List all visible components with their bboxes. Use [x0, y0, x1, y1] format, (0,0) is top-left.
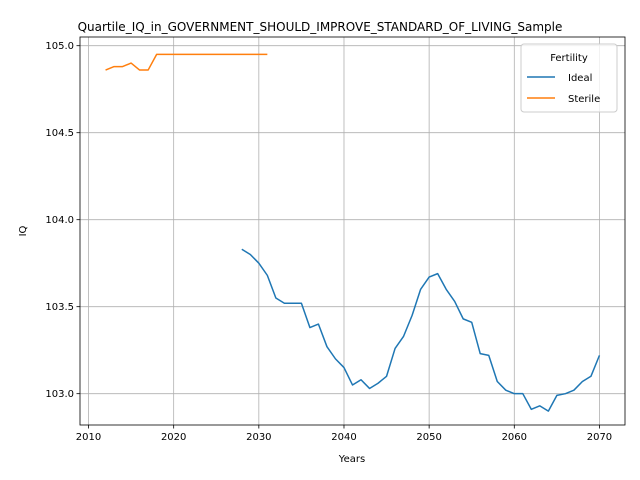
- series-line-sterile: [105, 53, 268, 71]
- series-line-ideal: [241, 248, 601, 412]
- x-tick-label: 2040: [331, 432, 356, 443]
- y-axis-ticks: 103.0 103.5 104.0 104.5 105.0: [45, 41, 80, 400]
- y-axis-label: IQ: [18, 225, 29, 236]
- legend: Fertility Ideal Sterile: [520, 43, 618, 113]
- legend-box: [520, 43, 618, 113]
- chart-title: Quartile_IQ_in_GOVERNMENT_SHOULD_IMPROVE…: [78, 20, 563, 34]
- series-lines: [105, 53, 601, 412]
- legend-label-sterile: Sterile: [568, 94, 600, 105]
- x-tick-label: 2010: [76, 432, 101, 443]
- y-tick-label: 103.0: [45, 389, 74, 400]
- x-tick-label: 2060: [502, 432, 527, 443]
- x-tick-label: 2030: [246, 432, 271, 443]
- y-tick-label: 104.5: [45, 128, 74, 139]
- legend-title: Fertility: [550, 53, 588, 64]
- legend-label-ideal: Ideal: [568, 73, 592, 84]
- x-tick-label: 2020: [161, 432, 186, 443]
- x-axis-ticks: 2010 2020 2030 2040 2050 2060 2070: [76, 425, 612, 443]
- plot-frame: [79, 36, 626, 426]
- grid-lines: [80, 37, 625, 425]
- x-axis-label: Years: [338, 454, 365, 465]
- x-tick-label: 2070: [587, 432, 612, 443]
- y-tick-label: 105.0: [45, 41, 74, 52]
- x-tick-label: 2050: [416, 432, 441, 443]
- y-tick-label: 104.0: [45, 215, 74, 226]
- y-tick-label: 103.5: [45, 302, 74, 313]
